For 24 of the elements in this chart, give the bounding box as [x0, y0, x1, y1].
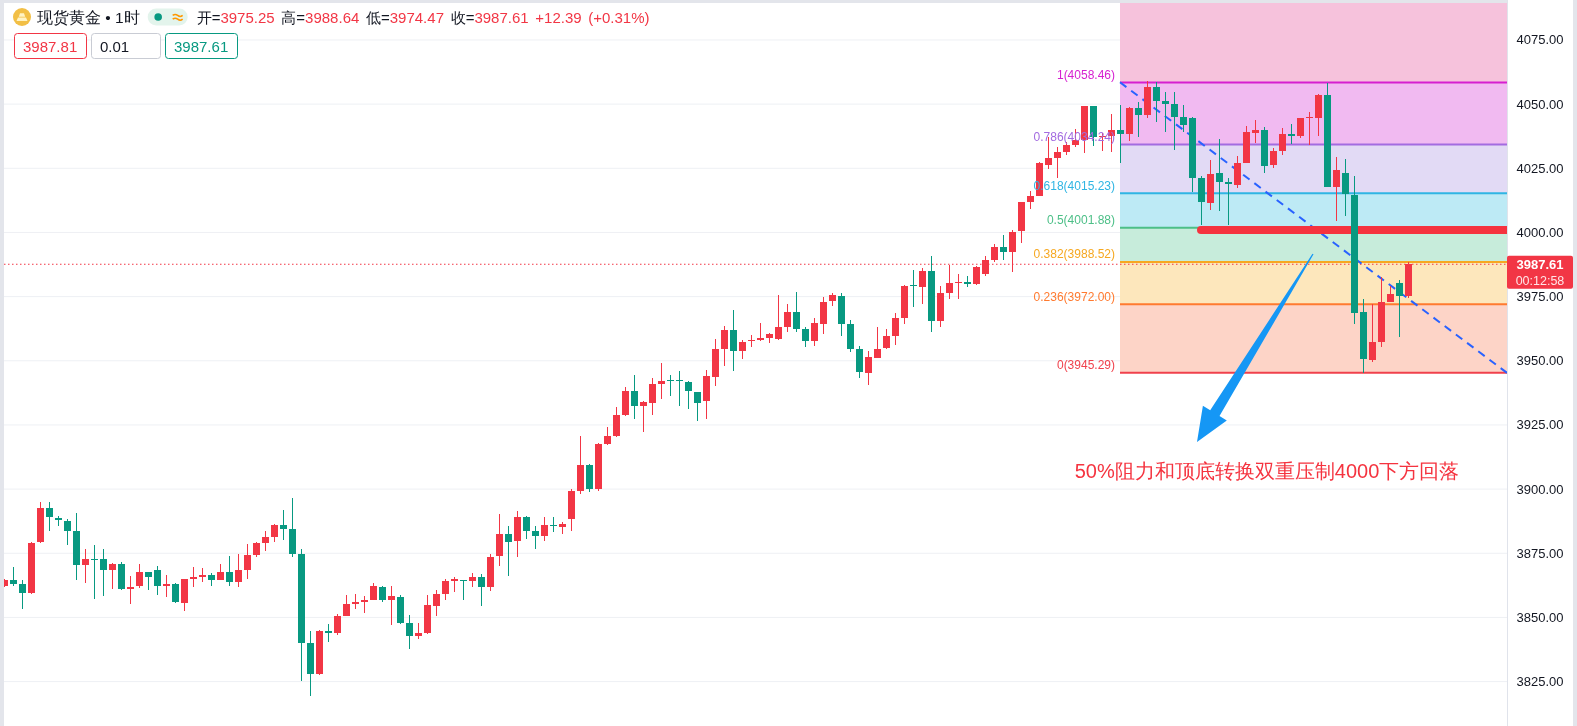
- annotation: 50%阻力和顶底转换双重压制4000下方回落: [1074, 460, 1460, 482]
- ref-line-label: 3987.61: [1516, 256, 1564, 272]
- y-tick-label: 3925.00: [1516, 417, 1564, 433]
- y-tick-label: 3900.00: [1516, 481, 1564, 497]
- y-tick-label: 4075.00: [1516, 32, 1564, 48]
- chart-title: 现货黄金 • 1时: [37, 8, 140, 26]
- y-tick-label: 3825.00: [1516, 674, 1564, 690]
- y-tick-label: 3850.00: [1516, 609, 1564, 625]
- ref-line-label: 1(4058.46): [1056, 67, 1115, 82]
- chart-subtitle: 开=3975.25 高=3988.64 低=3974.47 收=3987.61 +12.39 (+0.31%): [196, 8, 650, 26]
- y-tick-label: 3950.00: [1516, 353, 1564, 369]
- y-tick-label: 4025.00: [1516, 160, 1564, 176]
- ref-line-label: 0.5(4001.88): [1046, 213, 1115, 228]
- annotation: 3987.81: [23, 37, 78, 55]
- ref-line-label: 0.382(3988.52): [1033, 247, 1115, 262]
- y-tick-label: 4050.00: [1516, 96, 1564, 112]
- y-tick-label: 4000.00: [1516, 224, 1564, 240]
- ref-line-label: 0.236(3972.00): [1033, 289, 1115, 304]
- y-tick-label: 3975.00: [1516, 289, 1564, 305]
- y-tick-label: 3875.00: [1516, 545, 1564, 561]
- annotation: 0.01: [100, 37, 130, 55]
- annotation: 3987.61: [174, 37, 229, 55]
- text: 00:12:58: [1515, 273, 1565, 288]
- ref-line-label: 0(3945.29): [1056, 358, 1115, 373]
